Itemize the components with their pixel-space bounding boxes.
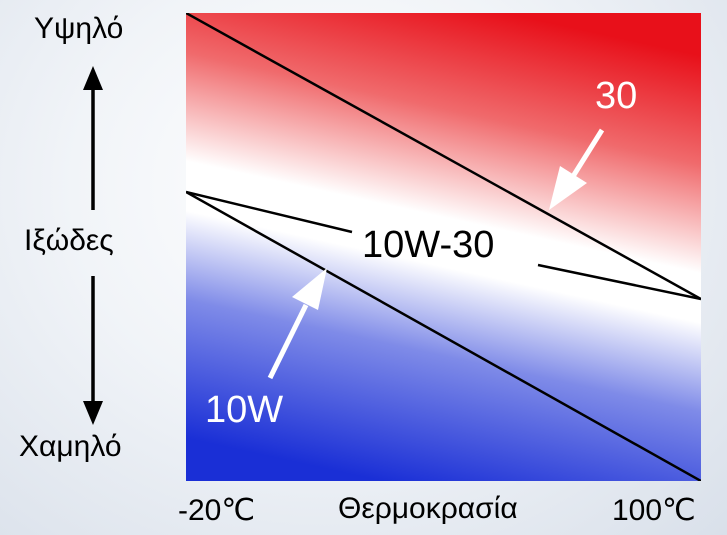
arrow-up-icon	[83, 66, 103, 210]
line-30	[186, 13, 701, 301]
x-axis-max-label: 100℃	[612, 494, 696, 527]
y-axis-title: Ιξώδες	[24, 224, 114, 257]
arrow-30	[549, 128, 605, 210]
arrow-down-icon	[83, 276, 103, 425]
label-10w30: 10W-30	[362, 224, 494, 266]
x-axis-min-label: -20℃	[178, 494, 256, 527]
line-10w	[186, 190, 701, 481]
x-axis-title: Θερμοκρασία	[338, 492, 518, 525]
line-10w30-left	[186, 190, 353, 234]
y-axis-low-label: Χαμηλό	[19, 430, 122, 463]
label-30: 30	[595, 75, 637, 117]
line-10w30-right	[537, 263, 701, 301]
label-10w: 10W	[205, 389, 283, 431]
arrow-10w	[267, 268, 327, 380]
plot-area	[186, 13, 701, 481]
y-axis-high-label: Υψηλό	[34, 12, 124, 45]
